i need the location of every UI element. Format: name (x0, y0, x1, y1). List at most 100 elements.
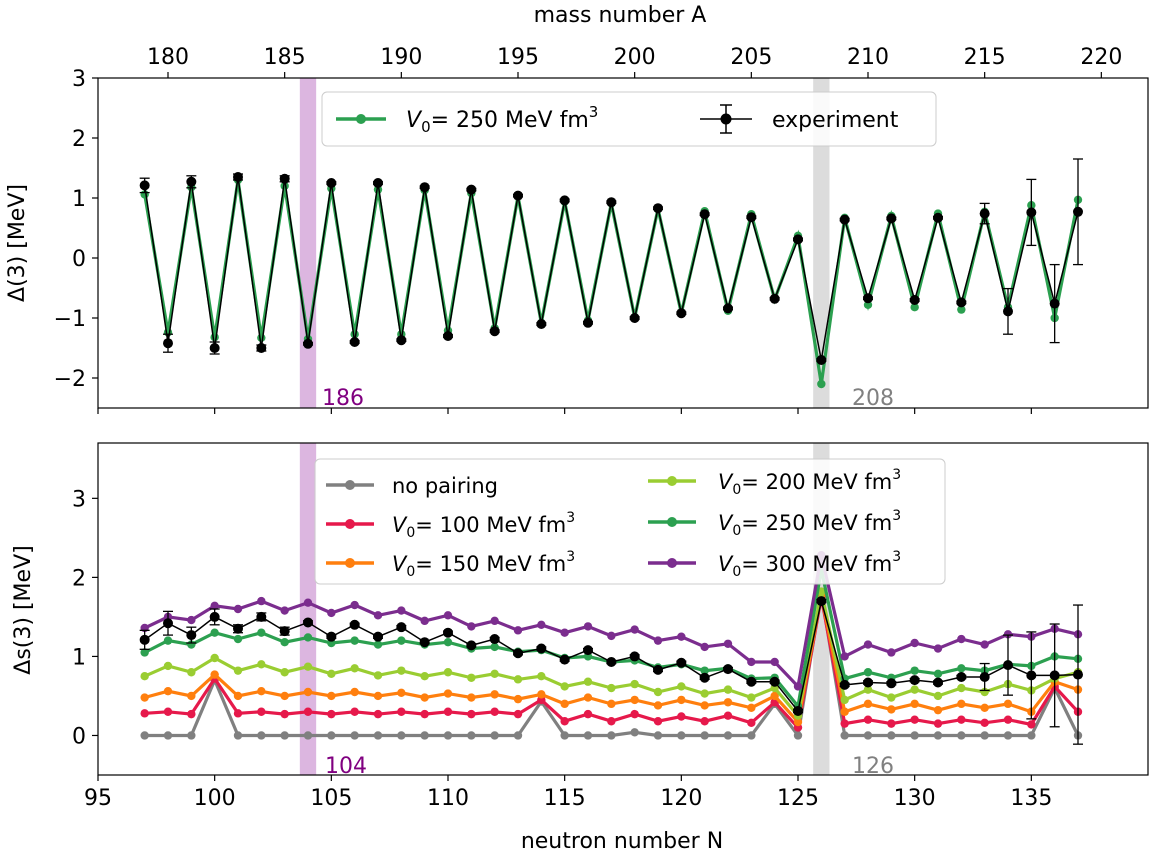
data-point (467, 709, 476, 719)
data-point (887, 731, 896, 740)
data-point (886, 213, 897, 224)
data-point (559, 654, 570, 665)
top-tick-label: 210 (847, 45, 889, 70)
data-point (186, 630, 197, 641)
data-point (746, 212, 757, 223)
data-point (303, 707, 313, 716)
bottom-y-ticks: 0 1 2 3 (72, 487, 98, 749)
data-point (956, 297, 967, 308)
data-point (349, 619, 360, 630)
data-point (630, 728, 639, 737)
data-point (723, 639, 733, 648)
data-point (233, 691, 243, 701)
data-point (443, 731, 453, 740)
data-point (957, 731, 966, 740)
data-point (560, 628, 569, 637)
top-tick-label: 205 (730, 45, 772, 70)
data-point (397, 688, 406, 697)
data-point (910, 685, 919, 694)
data-point (957, 683, 966, 693)
data-point (700, 731, 709, 740)
data-point (373, 611, 383, 620)
data-point (607, 631, 616, 641)
data-point (163, 731, 173, 740)
data-point (676, 657, 687, 668)
top-panel: 180 185 190 195 200 205 210 215 220 −2 −1 0 1 2 3 mas… (5, 3, 1149, 414)
data-point (840, 731, 849, 740)
data-point (980, 731, 989, 740)
data-point (163, 618, 173, 629)
data-point (187, 615, 196, 625)
data-point (979, 208, 990, 219)
data-point (467, 622, 476, 631)
data-point (443, 707, 453, 716)
data-point (139, 634, 150, 645)
data-point (863, 731, 873, 740)
data-point (349, 337, 360, 347)
data-point (536, 643, 547, 654)
data-point (350, 707, 359, 716)
top-legend: V0= 250 MeV fm3 experiment (321, 91, 937, 147)
data-point (140, 693, 149, 702)
magic-126-label: 126 (852, 754, 894, 779)
data-point (747, 703, 756, 713)
data-point (583, 317, 593, 328)
data-point (769, 676, 780, 687)
data-point (957, 664, 966, 673)
data-point (1003, 306, 1013, 317)
data-point (327, 731, 336, 740)
data-point (1049, 298, 1060, 309)
data-point (1073, 206, 1083, 217)
legend-v200-label: V0= 200 MeV fm3 (718, 467, 901, 498)
data-point (280, 691, 289, 701)
data-point (583, 709, 593, 719)
data-point (140, 671, 149, 681)
data-point (933, 731, 943, 740)
data-point (583, 693, 593, 702)
y-tick-label: 2 (72, 127, 86, 152)
data-point (1026, 670, 1037, 681)
data-point (816, 596, 827, 607)
data-point (327, 669, 336, 679)
data-point (163, 636, 173, 645)
data-point (443, 689, 453, 698)
data-point (933, 691, 943, 701)
data-point (513, 648, 523, 659)
data-point (677, 632, 686, 641)
data-point (653, 731, 663, 740)
data-point (699, 672, 710, 683)
data-point (560, 717, 569, 726)
data-point (140, 709, 149, 718)
data-point (723, 731, 733, 740)
data-point (420, 731, 429, 740)
x-tick-label: 105 (310, 786, 352, 811)
data-point (677, 695, 686, 705)
data-point (280, 731, 289, 740)
data-point (793, 705, 803, 716)
data-point (630, 709, 639, 719)
data-point (490, 642, 499, 652)
y-tick-label: 1 (72, 645, 86, 670)
data-point (606, 197, 617, 208)
data-point (327, 691, 336, 701)
data-point (187, 668, 196, 677)
data-point (210, 333, 219, 342)
data-point (747, 693, 756, 702)
top-series-lines (139, 158, 1083, 389)
data-point (863, 293, 873, 304)
data-point (279, 626, 290, 637)
top-y-ticks: −2 −1 0 1 2 3 (54, 67, 98, 392)
data-point (839, 214, 850, 225)
data-point (863, 699, 873, 709)
data-point (606, 656, 617, 667)
data-point (280, 638, 289, 647)
data-point (209, 611, 220, 622)
data-point (187, 691, 196, 701)
x-tick-label: 130 (894, 786, 936, 811)
data-point (723, 303, 733, 314)
data-point (420, 709, 429, 719)
data-point (373, 691, 383, 701)
data-point (350, 600, 359, 610)
data-point (933, 669, 943, 679)
data-point (397, 731, 406, 740)
